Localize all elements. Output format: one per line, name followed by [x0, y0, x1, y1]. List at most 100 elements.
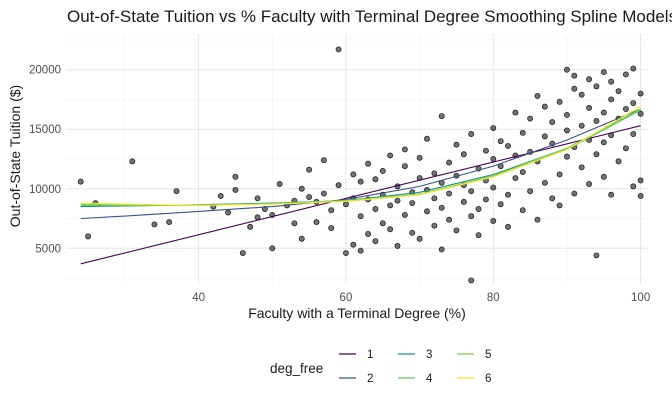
- spline-line-df-5: [80, 108, 641, 206]
- legend-label-4: 4: [426, 373, 433, 385]
- data-point: [608, 78, 615, 85]
- data-point: [468, 188, 475, 195]
- data-point: [564, 153, 570, 160]
- data-point: [571, 85, 578, 92]
- data-point: [342, 201, 349, 208]
- data-point: [622, 145, 629, 152]
- data-point: [409, 200, 416, 206]
- x-tick-label: 100: [631, 292, 650, 304]
- data-point: [615, 88, 622, 95]
- data-point: [637, 192, 644, 199]
- data-point: [313, 219, 320, 226]
- data-point: [365, 160, 372, 167]
- data-point: [556, 98, 563, 105]
- y-tick-label: 5000: [35, 243, 61, 255]
- data-point: [527, 188, 534, 195]
- y-tick-label: 20000: [29, 65, 61, 77]
- data-point: [490, 156, 497, 162]
- data-point: [239, 250, 246, 256]
- data-point: [637, 177, 644, 184]
- data-point: [387, 226, 394, 233]
- data-point: [630, 131, 637, 137]
- data-point: [578, 91, 585, 98]
- data-point: [534, 92, 541, 99]
- data-point: [593, 83, 600, 90]
- data-point: [630, 100, 637, 106]
- legend-label-3: 3: [426, 349, 432, 361]
- data-point: [151, 221, 158, 228]
- data-point: [269, 245, 276, 252]
- data-point: [578, 164, 585, 171]
- data-point: [387, 202, 394, 209]
- data-point: [291, 220, 298, 227]
- data-point: [622, 71, 629, 78]
- spline-line-df-3: [80, 109, 641, 208]
- data-point: [630, 65, 637, 72]
- data-point: [328, 207, 335, 214]
- data-point: [505, 223, 511, 230]
- data-point: [468, 277, 475, 284]
- data-point: [320, 157, 327, 164]
- data-point: [490, 217, 497, 224]
- data-point: [593, 252, 600, 259]
- data-point: [247, 223, 254, 230]
- data-point: [541, 103, 548, 110]
- legend: deg_free 1 2 3 4 5 6: [270, 349, 491, 385]
- x-tick-label: 40: [192, 292, 205, 304]
- data-point: [431, 222, 438, 229]
- data-point: [460, 198, 467, 205]
- data-point: [460, 151, 467, 158]
- y-tick-label: 10000: [29, 184, 61, 196]
- data-point: [578, 122, 585, 129]
- data-point: [564, 127, 570, 134]
- data-point: [446, 190, 453, 197]
- y-axis-title: Out-of-State Tuition ($): [7, 85, 23, 227]
- data-point: [446, 216, 453, 223]
- data-point: [453, 227, 460, 234]
- data-point: [534, 216, 541, 223]
- data-point: [586, 181, 593, 187]
- data-point: [637, 110, 644, 117]
- data-point: [549, 119, 556, 126]
- data-point: [401, 146, 408, 153]
- data-point: [556, 202, 563, 209]
- legend-label-2: 2: [367, 373, 373, 385]
- data-point: [593, 117, 600, 124]
- legend-label-1: 1: [367, 349, 373, 361]
- data-point: [379, 220, 386, 227]
- data-point: [497, 201, 504, 208]
- data-point: [372, 238, 379, 245]
- data-point: [541, 133, 548, 140]
- data-point: [328, 225, 335, 231]
- data-point: [564, 66, 570, 73]
- data-point: [431, 195, 438, 202]
- data-point: [254, 195, 261, 202]
- data-point: [490, 184, 497, 191]
- data-point: [586, 104, 593, 111]
- data-point: [365, 231, 372, 237]
- legend-label-5: 5: [485, 349, 491, 361]
- chart-title: Out-of-State Tuition vs % Faculty with T…: [67, 7, 672, 26]
- data-point: [527, 115, 534, 122]
- data-point: [519, 169, 526, 176]
- data-point: [468, 131, 475, 137]
- data-point: [401, 212, 408, 218]
- data-point: [608, 191, 615, 198]
- spline-lines-layer: [80, 106, 641, 265]
- data-point: [541, 179, 548, 186]
- data-point: [85, 233, 92, 240]
- data-point: [571, 72, 578, 79]
- data-point: [357, 213, 364, 220]
- data-point: [232, 173, 239, 180]
- data-point: [166, 219, 173, 226]
- data-point: [630, 183, 637, 190]
- data-point: [615, 158, 622, 165]
- data-point: [225, 209, 232, 216]
- data-point: [497, 138, 504, 145]
- data-point: [482, 196, 489, 203]
- data-point: [416, 235, 423, 242]
- data-point: [394, 197, 401, 204]
- data-point: [77, 178, 84, 185]
- data-point: [424, 135, 430, 142]
